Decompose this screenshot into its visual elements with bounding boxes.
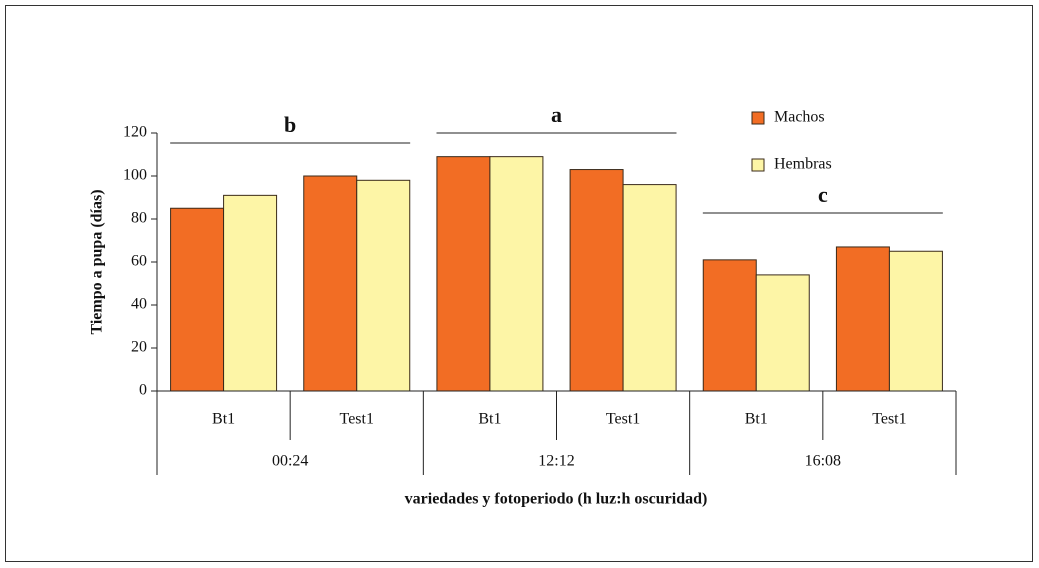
bar <box>223 194 278 392</box>
y-tick-label: 0 <box>139 382 147 399</box>
x-tick-label: Test1 <box>606 411 640 428</box>
group-label: 12:12 <box>538 453 574 470</box>
legend-swatch <box>751 158 765 172</box>
legend-label: Machos <box>774 109 825 126</box>
x-tick-label: Test1 <box>340 411 374 428</box>
bar <box>702 259 757 392</box>
y-tick-label: 60 <box>131 253 147 270</box>
x-axis-title: variedades y fotoperiodo (h luz:h oscuri… <box>405 491 708 508</box>
x-tick-label: Bt1 <box>745 411 768 428</box>
bar <box>170 207 225 392</box>
y-tick-label: 40 <box>131 296 147 313</box>
bar <box>569 169 624 392</box>
bar <box>489 156 544 392</box>
bar <box>755 274 810 392</box>
y-tick-label: 80 <box>131 210 147 227</box>
annotation: c <box>818 182 828 207</box>
annotation: a <box>551 102 562 127</box>
x-tick-label: Bt1 <box>478 411 501 428</box>
bar <box>888 250 943 392</box>
bar <box>835 246 890 392</box>
y-axis-title: Tiempo a pupa (días) <box>89 189 106 334</box>
y-tick-label: 20 <box>131 339 147 356</box>
bar <box>356 179 411 392</box>
bar <box>622 184 677 392</box>
legend-label: Hembras <box>774 156 832 173</box>
legend-swatch <box>751 111 765 125</box>
bar <box>436 156 491 392</box>
group-label: 00:24 <box>272 453 308 470</box>
x-tick-label: Bt1 <box>212 411 235 428</box>
y-tick-label: 100 <box>123 167 147 184</box>
x-tick-label: Test1 <box>872 411 906 428</box>
annotation: b <box>284 112 296 137</box>
group-label: 16:08 <box>805 453 841 470</box>
y-tick-label: 120 <box>123 124 147 141</box>
bar <box>303 175 358 392</box>
